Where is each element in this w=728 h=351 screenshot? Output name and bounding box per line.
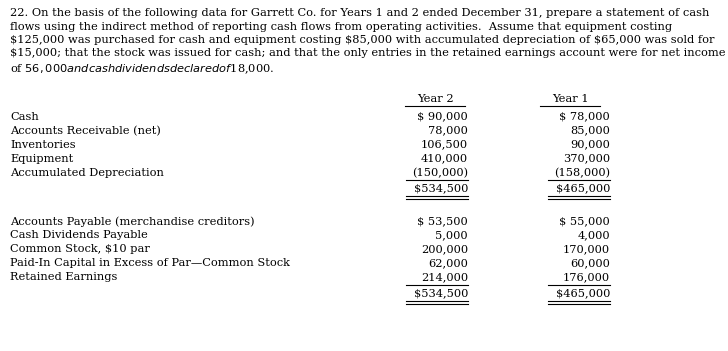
Text: Accounts Payable (merchandise creditors): Accounts Payable (merchandise creditors) [10, 217, 255, 227]
Text: Cash: Cash [10, 112, 39, 121]
Text: 85,000: 85,000 [570, 126, 610, 135]
Text: Accounts Receivable (net): Accounts Receivable (net) [10, 126, 161, 136]
Text: $ 78,000: $ 78,000 [559, 112, 610, 121]
Text: $465,000: $465,000 [555, 289, 610, 298]
Text: flows using the indirect method of reporting cash flows from operating activitie: flows using the indirect method of repor… [10, 21, 672, 32]
Text: of $56,000 and cash dividends declared of $18,000.: of $56,000 and cash dividends declared o… [10, 62, 274, 75]
Text: $534,500: $534,500 [414, 184, 468, 193]
Text: Retained Earnings: Retained Earnings [10, 272, 117, 283]
Text: Inventories: Inventories [10, 139, 76, 150]
Text: 4,000: 4,000 [577, 231, 610, 240]
Text: Year 1: Year 1 [552, 93, 588, 104]
Text: Year 2: Year 2 [416, 93, 454, 104]
Text: 200,000: 200,000 [421, 245, 468, 254]
Text: $ 55,000: $ 55,000 [559, 217, 610, 226]
Text: $15,000; that the stock was issued for cash; and that the only entries in the re: $15,000; that the stock was issued for c… [10, 48, 726, 59]
Text: (158,000): (158,000) [554, 167, 610, 178]
Text: (150,000): (150,000) [412, 167, 468, 178]
Text: 78,000: 78,000 [428, 126, 468, 135]
Text: Accumulated Depreciation: Accumulated Depreciation [10, 167, 164, 178]
Text: Common Stock, $10 par: Common Stock, $10 par [10, 245, 150, 254]
Text: 214,000: 214,000 [421, 272, 468, 283]
Text: Equipment: Equipment [10, 153, 74, 164]
Text: $534,500: $534,500 [414, 289, 468, 298]
Text: 106,500: 106,500 [421, 139, 468, 150]
Text: Paid-In Capital in Excess of Par—Common Stock: Paid-In Capital in Excess of Par—Common … [10, 258, 290, 269]
Text: 22. On the basis of the following data for Garrett Co. for Years 1 and 2 ended D: 22. On the basis of the following data f… [10, 8, 709, 18]
Text: 62,000: 62,000 [428, 258, 468, 269]
Text: $125,000 was purchased for cash and equipment costing $85,000 with accumulated d: $125,000 was purchased for cash and equi… [10, 35, 714, 45]
Text: 176,000: 176,000 [563, 272, 610, 283]
Text: 90,000: 90,000 [570, 139, 610, 150]
Text: $ 90,000: $ 90,000 [417, 112, 468, 121]
Text: 60,000: 60,000 [570, 258, 610, 269]
Text: 370,000: 370,000 [563, 153, 610, 164]
Text: 410,000: 410,000 [421, 153, 468, 164]
Text: Cash Dividends Payable: Cash Dividends Payable [10, 231, 148, 240]
Text: $ 53,500: $ 53,500 [417, 217, 468, 226]
Text: $465,000: $465,000 [555, 184, 610, 193]
Text: 170,000: 170,000 [563, 245, 610, 254]
Text: 5,000: 5,000 [435, 231, 468, 240]
